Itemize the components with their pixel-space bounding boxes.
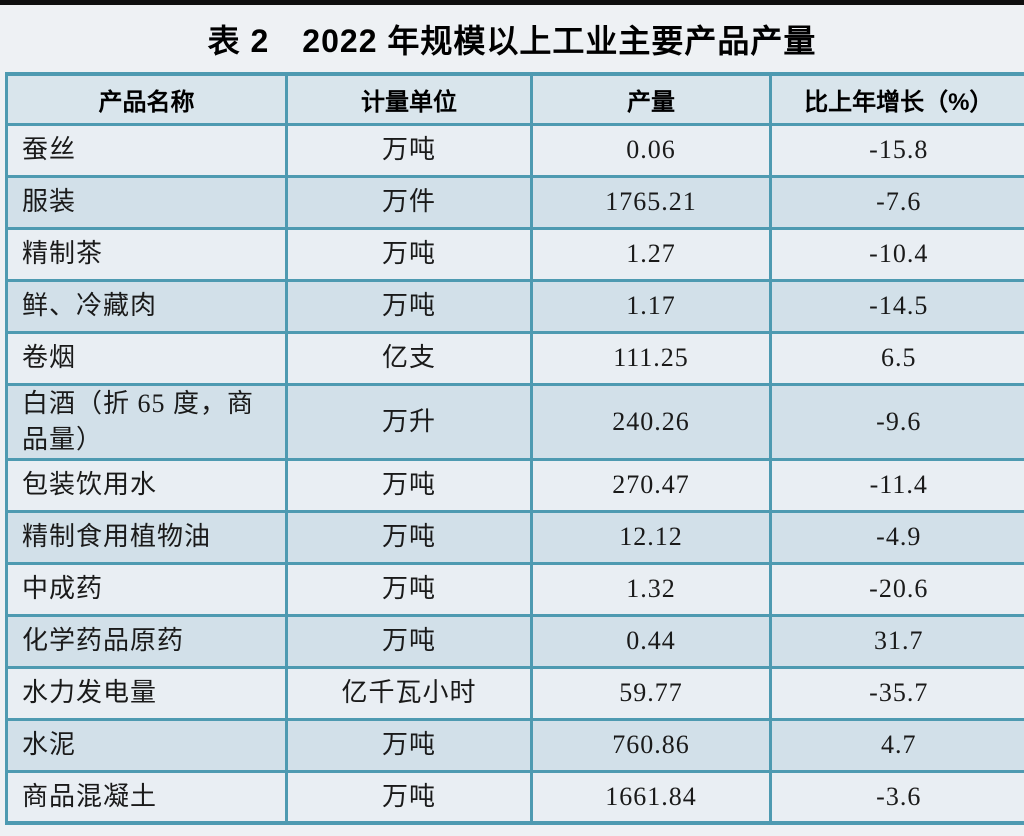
table-row: 包装饮用水 万吨 270.47 -11.4: [5, 457, 1024, 513]
cell-unit: 万吨: [285, 613, 533, 669]
cell-growth: -35.7: [769, 665, 1024, 721]
cell-growth: 4.7: [769, 717, 1024, 773]
cell-growth: -7.6: [769, 174, 1024, 230]
cell-unit: 万件: [285, 174, 533, 230]
cell-product-name: 化学药品原药: [5, 613, 288, 669]
cell-growth: -9.6: [769, 382, 1024, 461]
col-header-growth: 比上年增长（%）: [769, 72, 1024, 126]
cell-output: 270.47: [530, 457, 772, 513]
cell-product-name: 卷烟: [5, 330, 288, 386]
cell-output: 111.25: [530, 330, 772, 386]
cell-product-name: 白酒（折 65 度，商品量）: [5, 382, 288, 461]
products-table: 产品名称 计量单位 产量 比上年增长（%） 蚕丝 万吨 0.06 -15.8 服…: [5, 72, 1024, 825]
cell-product-name: 精制茶: [5, 226, 288, 282]
cell-growth: 6.5: [769, 330, 1024, 386]
cell-unit: 万吨: [285, 561, 533, 617]
cell-unit: 万吨: [285, 226, 533, 282]
table-title: 表 2 2022 年规模以上工业主要产品产量: [207, 22, 817, 59]
cell-output: 1661.84: [530, 769, 772, 825]
cell-unit: 万吨: [285, 509, 533, 565]
cell-growth: -10.4: [769, 226, 1024, 282]
cell-growth: -4.9: [769, 509, 1024, 565]
cell-unit: 万吨: [285, 278, 533, 334]
cell-output: 12.12: [530, 509, 772, 565]
table-row: 服装 万件 1765.21 -7.6: [5, 174, 1024, 230]
table-row: 蚕丝 万吨 0.06 -15.8: [5, 122, 1024, 178]
cell-unit: 亿支: [285, 330, 533, 386]
cell-unit: 万吨: [285, 457, 533, 513]
cell-output: 1765.21: [530, 174, 772, 230]
cell-product-name: 商品混凝土: [5, 769, 288, 825]
cell-growth: -11.4: [769, 457, 1024, 513]
cell-growth: -14.5: [769, 278, 1024, 334]
col-header-unit: 计量单位: [285, 72, 533, 126]
cell-unit: 万吨: [285, 769, 533, 825]
cell-output: 1.32: [530, 561, 772, 617]
cell-unit: 万吨: [285, 122, 533, 178]
table-row: 商品混凝土 万吨 1661.84 -3.6: [5, 769, 1024, 825]
cell-product-name: 精制食用植物油: [5, 509, 288, 565]
cell-output: 59.77: [530, 665, 772, 721]
table-row: 精制茶 万吨 1.27 -10.4: [5, 226, 1024, 282]
top-rule-divider: [0, 0, 1024, 5]
cell-product-name: 蚕丝: [5, 122, 288, 178]
table-row: 鲜、冷藏肉 万吨 1.17 -14.5: [5, 278, 1024, 334]
cell-unit: 万吨: [285, 717, 533, 773]
cell-product-name: 包装饮用水: [5, 457, 288, 513]
cell-output: 1.27: [530, 226, 772, 282]
table-row: 水力发电量 亿千瓦小时 59.77 -35.7: [5, 665, 1024, 721]
table-row: 白酒（折 65 度，商品量） 万升 240.26 -9.6: [5, 382, 1024, 461]
col-header-product-name: 产品名称: [5, 72, 288, 126]
table-row: 卷烟 亿支 111.25 6.5: [5, 330, 1024, 386]
table-row: 化学药品原药 万吨 0.44 31.7: [5, 613, 1024, 669]
cell-output: 760.86: [530, 717, 772, 773]
header-row: 产品名称 计量单位 产量 比上年增长（%）: [5, 72, 1024, 126]
cell-unit: 万升: [285, 382, 533, 461]
cell-output: 0.44: [530, 613, 772, 669]
cell-product-name: 水力发电量: [5, 665, 288, 721]
cell-growth: 31.7: [769, 613, 1024, 669]
cell-product-name: 中成药: [5, 561, 288, 617]
cell-output: 0.06: [530, 122, 772, 178]
cell-growth: -3.6: [769, 769, 1024, 825]
table-row: 精制食用植物油 万吨 12.12 -4.9: [5, 509, 1024, 565]
col-header-output: 产量: [530, 72, 772, 126]
cell-unit: 亿千瓦小时: [285, 665, 533, 721]
cell-product-name: 服装: [5, 174, 288, 230]
cell-output: 240.26: [530, 382, 772, 461]
cell-growth: -15.8: [769, 122, 1024, 178]
cell-growth: -20.6: [769, 561, 1024, 617]
table-row: 中成药 万吨 1.32 -20.6: [5, 561, 1024, 617]
cell-product-name: 水泥: [5, 717, 288, 773]
table-row: 水泥 万吨 760.86 4.7: [5, 717, 1024, 773]
cell-output: 1.17: [530, 278, 772, 334]
cell-product-name: 鲜、冷藏肉: [5, 278, 288, 334]
